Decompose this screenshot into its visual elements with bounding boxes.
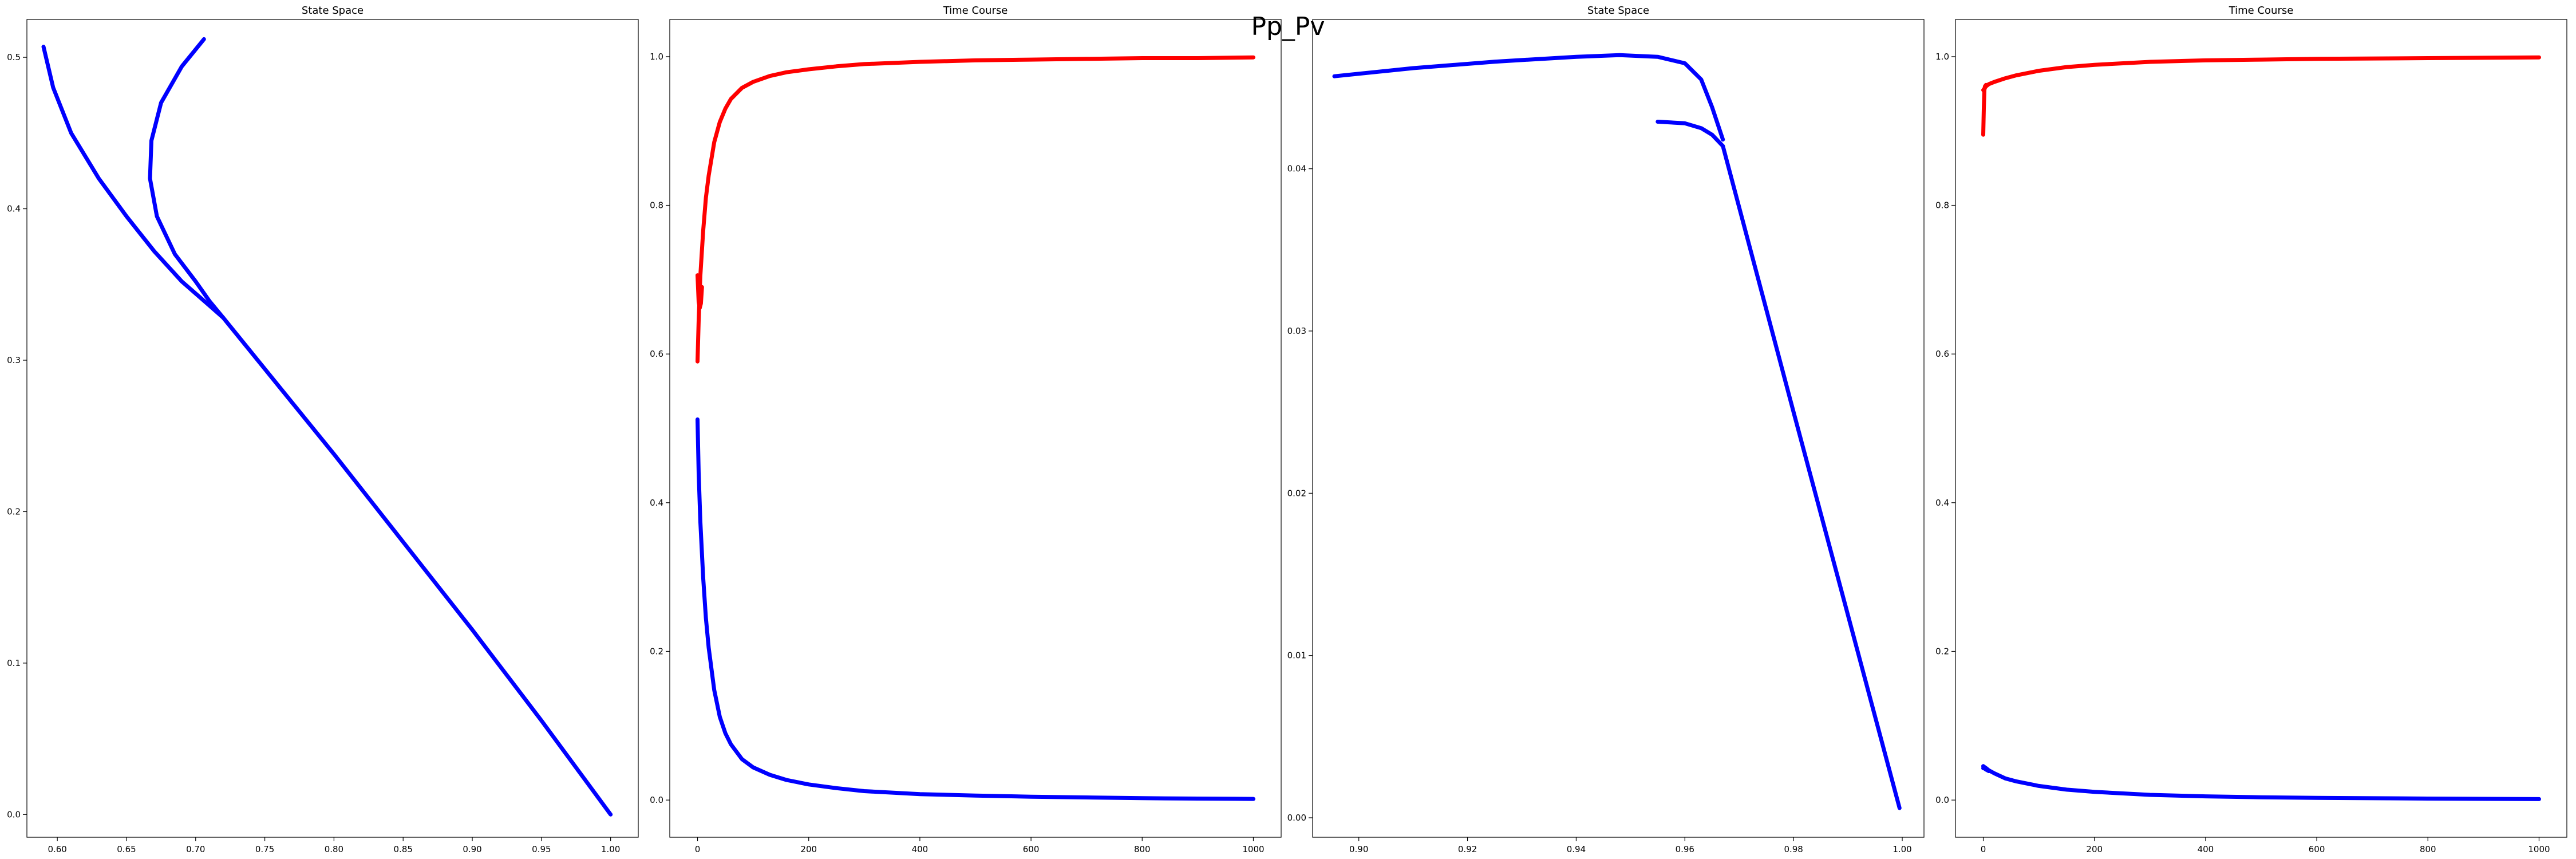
panel-2-xtick-label: 1000	[1242, 844, 1264, 854]
panel-4-xtick-label: 600	[2309, 844, 2325, 854]
panel-1-ytick-label: 0.5	[7, 52, 21, 62]
panel-1-xtick-label: 0.60	[48, 844, 66, 854]
panel-4-ytick-label: 0.8	[1935, 200, 1949, 211]
panel-4-series-2-line	[1981, 55, 2541, 92]
panel-3-plot-area	[1332, 53, 1902, 810]
panel-3-xtick-label: 0.90	[1349, 844, 1368, 854]
panel-1-xtick-label: 0.95	[532, 844, 551, 854]
panel-4-plot-area	[1981, 55, 2541, 801]
panel-2-ytick-label: 0.8	[650, 200, 663, 211]
panel-2-ytick-label: 0.4	[650, 498, 663, 508]
panel-4-title: Time Course	[2229, 5, 2294, 17]
panel-3-xtick-label: 0.92	[1458, 844, 1477, 854]
panel-3-ytick-label: 0.01	[1287, 651, 1306, 661]
panel-1-ytick-label: 0.3	[7, 355, 21, 365]
panel-2-xtick-label: 800	[1134, 844, 1151, 854]
panel-1-series-2-line	[148, 37, 226, 320]
panel-4-axes-frame	[1955, 19, 2567, 838]
panel-3-axes-frame	[1312, 19, 1925, 838]
panel-1-ytick-label: 0.4	[7, 204, 21, 214]
panel-3-xtick-label: 0.98	[1784, 844, 1803, 854]
panel-1-series-1-line	[41, 45, 226, 320]
panel-3-ytick-label: 0.00	[1287, 813, 1306, 823]
panel-3-xtick-label: 0.96	[1676, 844, 1694, 854]
panel-2-xtick-label: 400	[912, 844, 929, 854]
panel-4-xtick-label: 0	[1981, 844, 1986, 854]
panel-4-ytick-label: 0.0	[1935, 795, 1949, 805]
panel-2-ytick-label: 0.2	[650, 646, 663, 656]
panel-1-xtick-label: 0.90	[463, 844, 481, 854]
panel-4-ytick-label: 1.0	[1935, 52, 1949, 62]
panel-3: 0.90 0.92 0.94 0.96 0.98 1.00 0.00 0.01 0.02 0.03…	[1287, 5, 1925, 854]
panel-3-xtick-label: 0.94	[1567, 844, 1586, 854]
panel-1: 0.60 0.65 0.70 0.75 0.80 0.85 0.90 0.95 1.00 0.0 0…	[7, 5, 639, 854]
panel-2-xtick-label: 600	[1023, 844, 1040, 854]
panel-1-axes-frame	[26, 19, 639, 838]
panel-3-ytick-label: 0.04	[1287, 164, 1306, 174]
panel-3-series-2-line	[1656, 120, 1725, 148]
panel-2-ytick-label: 0.6	[650, 349, 663, 359]
panel-3-xtick-label: 1.00	[1893, 844, 1911, 854]
panel-2-series-3-line	[696, 417, 1255, 801]
panel-1-xtick-label: 0.85	[394, 844, 413, 854]
panel-2-ytick-label: 1.0	[650, 52, 663, 62]
panel-2-title: Time Course	[943, 5, 1008, 17]
panel-4-ytick-label: 0.6	[1935, 349, 1949, 359]
panel-2-axes-frame	[669, 19, 1282, 838]
panel-3-series-1-line	[1332, 53, 1725, 142]
panel-1-plot-area	[41, 37, 613, 817]
panel-3-title: State Space	[1587, 5, 1649, 17]
panel-1-series-3-line	[221, 316, 613, 817]
panel-1-xtick-label: 0.65	[117, 844, 136, 854]
panel-3-ytick-label: 0.02	[1287, 488, 1306, 498]
panel-2-plot-area	[696, 55, 1255, 801]
panel-4-xtick-label: 800	[2420, 844, 2436, 854]
panel-2-series-2-line	[696, 55, 1255, 364]
panel-4-xtick-label: 1000	[2528, 844, 2550, 854]
panel-4-ytick-label: 0.2	[1935, 646, 1949, 656]
panel-2-xtick-label: 200	[800, 844, 817, 854]
figure-suptitle: Pp_Pv	[1251, 12, 1325, 41]
panel-4-xtick-label: 400	[2198, 844, 2214, 854]
panel-3-ytick-label: 0.03	[1287, 326, 1306, 336]
panel-4: 0 200 400 600 800 1000 0.0 0.2 0.4 0.6 0.8 1.0 Time …	[1935, 5, 2567, 854]
panels: 0.60 0.65 0.70 0.75 0.80 0.85 0.90 0.95 1.000.00…	[7, 5, 2567, 854]
panel-2: 0 200 400 600 800 1000 0.0 0.2 0.4 0.6 0.8 1.0 Time …	[650, 5, 1282, 854]
panel-1-xtick-label: 0.70	[186, 844, 205, 854]
panel-4-xtick-label: 200	[2086, 844, 2103, 854]
panel-1-title: State Space	[302, 5, 364, 17]
panel-1-xtick-label: 0.75	[255, 844, 274, 854]
panel-1-ytick-label: 0.1	[7, 658, 21, 668]
panel-1-ytick-label: 0.2	[7, 506, 21, 517]
panel-1-xtick-label: 1.00	[601, 844, 620, 854]
panel-2-ytick-label: 0.0	[650, 795, 663, 805]
panel-1-ytick-label: 0.0	[7, 809, 21, 819]
panel-4-series-4-line	[1981, 766, 1991, 773]
panel-1-xtick-label: 0.80	[325, 844, 343, 854]
panel-3-series-3-line	[1721, 144, 1902, 810]
panel-2-xtick-label: 0	[695, 844, 701, 854]
panel-4-ytick-label: 0.4	[1935, 498, 1949, 508]
